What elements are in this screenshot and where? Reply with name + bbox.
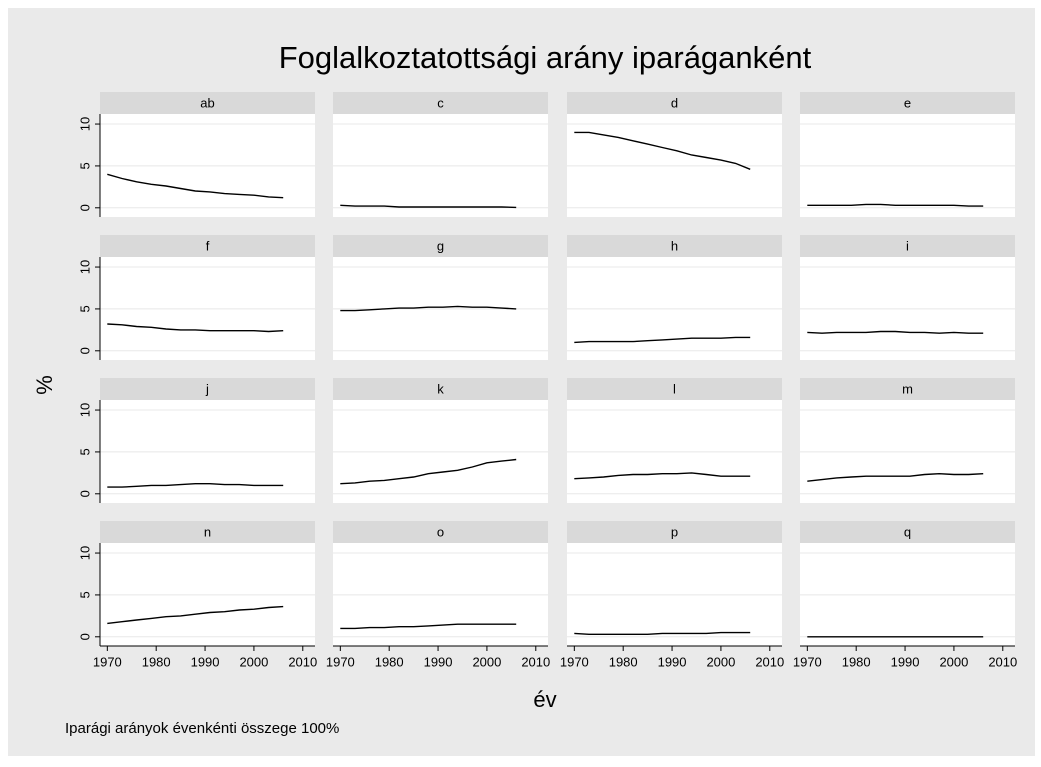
series-line — [574, 472, 751, 480]
panel-header — [333, 378, 548, 400]
y-tick-label: 5 — [77, 305, 92, 312]
panel-header — [567, 521, 782, 543]
panel-header — [100, 521, 315, 543]
series-line — [340, 305, 517, 312]
panel-header — [100, 92, 315, 114]
y-tick-label: 0 — [77, 347, 92, 354]
chart-title: Foglalkoztatottsági arány iparáganként — [279, 40, 812, 75]
x-tick-label: 1990 — [658, 654, 687, 669]
panel-header — [567, 378, 782, 400]
panel-header — [100, 378, 315, 400]
x-tick-label: 1980 — [142, 654, 171, 669]
panel-header — [800, 235, 1015, 257]
x-tick-label: 1970 — [560, 654, 589, 669]
panel-title: l — [673, 381, 676, 396]
series-line — [574, 631, 751, 635]
x-tick-label: 2000 — [706, 654, 735, 669]
x-tick-label: 1970 — [326, 654, 355, 669]
y-tick-label: 10 — [77, 260, 92, 274]
x-tick-label: 1970 — [93, 654, 122, 669]
panel-title: q — [904, 524, 911, 539]
panel-header — [800, 378, 1015, 400]
panel-header — [100, 235, 315, 257]
series-line — [807, 203, 984, 207]
y-tick-label: 5 — [77, 162, 92, 169]
panel-title: o — [437, 524, 444, 539]
panel-header — [333, 92, 548, 114]
panel-header — [567, 235, 782, 257]
x-tick-label: 1990 — [191, 654, 220, 669]
panel-header — [567, 92, 782, 114]
series-line — [107, 605, 284, 625]
y-tick-label: 5 — [77, 448, 92, 455]
panel-title: p — [671, 524, 678, 539]
panel-title: i — [906, 238, 909, 253]
x-tick-label: 2000 — [472, 654, 501, 669]
panel-header — [800, 92, 1015, 114]
series-line — [340, 458, 517, 485]
y-tick-label: 10 — [77, 403, 92, 417]
panel-title: g — [437, 238, 444, 253]
y-tick-label: 10 — [77, 117, 92, 131]
x-tick-label: 1980 — [842, 654, 871, 669]
y-tick-label: 0 — [77, 490, 92, 497]
x-tick-label: 1970 — [793, 654, 822, 669]
panel-title: k — [437, 381, 444, 396]
series-line — [574, 336, 751, 344]
y-tick-label: 0 — [77, 204, 92, 211]
panel-title: c — [437, 95, 444, 110]
x-tick-label: 1980 — [375, 654, 404, 669]
x-tick-label: 1990 — [424, 654, 453, 669]
panel-title: e — [904, 95, 911, 110]
x-tick-label: 2010 — [521, 654, 550, 669]
panel-title: m — [902, 381, 913, 396]
series-line — [107, 483, 284, 488]
panel-header — [800, 521, 1015, 543]
series-line — [340, 623, 517, 630]
panel-title: ab — [200, 95, 214, 110]
panel-header — [333, 521, 548, 543]
panel-title: n — [204, 524, 211, 539]
series-line — [107, 173, 284, 199]
x-tick-label: 2010 — [988, 654, 1017, 669]
series-line — [574, 131, 751, 170]
panel-title: j — [205, 381, 209, 396]
y-tick-label: 10 — [77, 546, 92, 560]
series-line — [107, 323, 284, 333]
x-tick-label: 2000 — [239, 654, 268, 669]
note: Iparági arányok évenkénti összege 100% — [65, 720, 339, 737]
x-tick-label: 2000 — [939, 654, 968, 669]
series-line — [340, 204, 517, 209]
series-line — [807, 472, 984, 482]
panel-title: f — [206, 238, 210, 253]
x-axis-label: év — [533, 687, 556, 712]
y-tick-label: 0 — [77, 633, 92, 640]
x-tick-label: 1990 — [891, 654, 920, 669]
x-tick-label: 2010 — [755, 654, 784, 669]
series-line — [807, 330, 984, 334]
panel-title: h — [671, 238, 678, 253]
y-tick-label: 5 — [77, 591, 92, 598]
x-tick-label: 2010 — [288, 654, 317, 669]
panel-title: d — [671, 95, 678, 110]
panel-header — [333, 235, 548, 257]
y-axis-label: % — [32, 375, 57, 395]
x-tick-label: 1980 — [609, 654, 638, 669]
